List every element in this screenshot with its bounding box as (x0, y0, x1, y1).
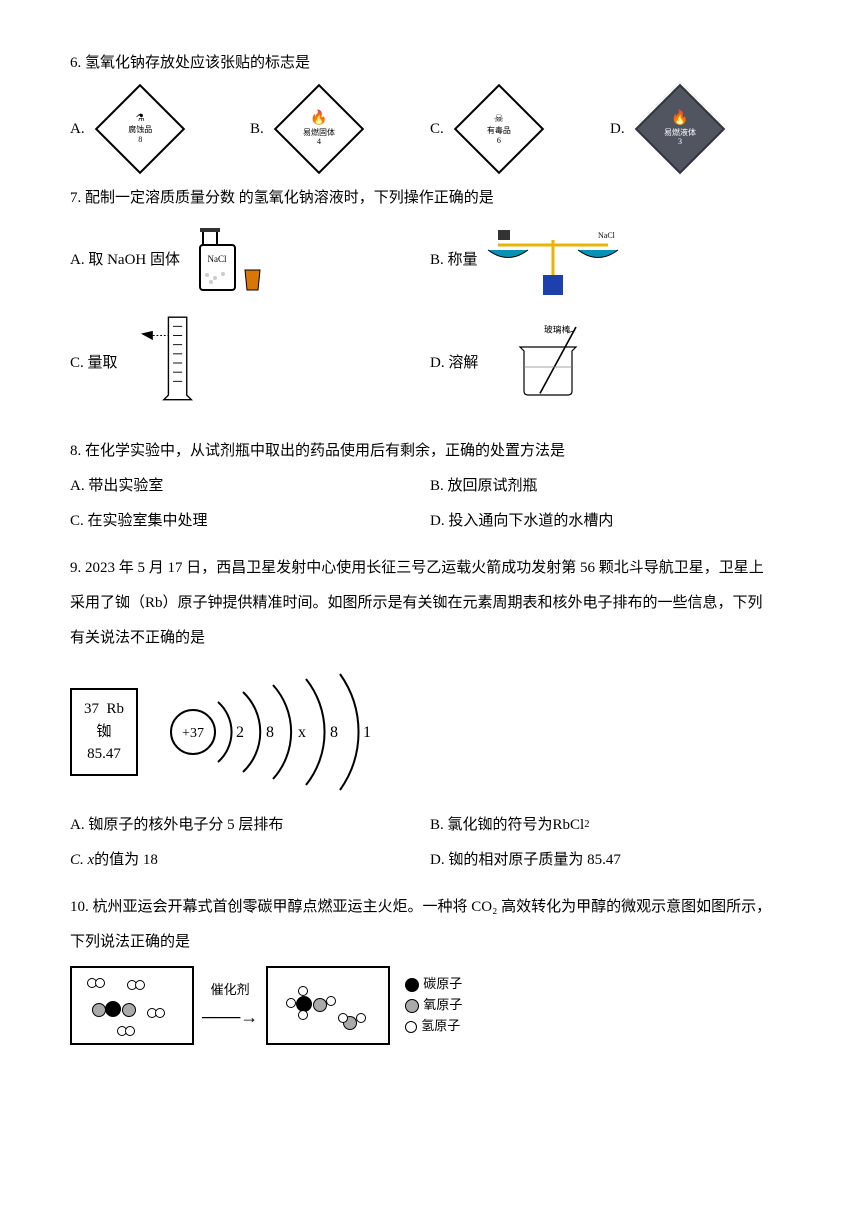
electron-shell-diagram: +37 2 8 x 8 1 (158, 667, 418, 797)
q7-a-label: A. 取 NaOH 固体 (70, 247, 180, 274)
question-10: 10. 杭州亚运会开幕式首创零碳甲醇点燃亚运主火炬。一种将 CO₂ 高效转化为甲… (70, 894, 790, 1045)
q10-reaction-diagram: 催化剂 ───→ 碳原子 氧原子 氢原子 (70, 966, 790, 1045)
products-box (266, 966, 390, 1045)
q6-opt-b: B. 🔥 易燃固体 4 (250, 85, 430, 173)
question-8: 8. 在化学实验中，从试剂瓶中取出的药品使用后有剩余，正确的处置方法是 A. 带… (70, 438, 790, 543)
q6-opt-c: C. ☠ 有毒品 6 (430, 85, 610, 173)
q8-opt-d: D. 投入通向下水道的水槽内 (430, 508, 790, 535)
svg-text:8: 8 (330, 724, 338, 741)
q7-opt-d: D. 溶解 玻璃棒 (430, 308, 790, 418)
svg-text:2: 2 (236, 724, 244, 741)
balance-scale-icon: NaCl (483, 220, 623, 300)
question-9: 9. 2023 年 5 月 17 日，西昌卫星发射中心使用长征三号乙运载火箭成功… (70, 555, 790, 882)
svg-text:1: 1 (363, 724, 371, 741)
q8-options: A. 带出实验室 B. 放回原试剂瓶 C. 在实验室集中处理 D. 投入通向下水… (70, 473, 790, 543)
q8-opt-c: C. 在实验室集中处理 (70, 508, 430, 535)
q7-opt-c: C. 量取 (70, 308, 430, 418)
q9-opt-c: C. x 的值为 18 (70, 847, 430, 874)
q6-d-label: D. (610, 116, 625, 143)
q10-text1: 10. 杭州亚运会开幕式首创零碳甲醇点燃亚运主火炬。一种将 CO₂ 高效转化为甲… (70, 894, 790, 921)
q8-opt-b: B. 放回原试剂瓶 (430, 473, 790, 500)
svg-text:NaCl: NaCl (208, 254, 227, 264)
question-7: 7. 配制一定溶质质量分数 的氢氧化钠溶液时，下列操作正确的是 A. 取 NaO… (70, 185, 790, 426)
q7-d-label: D. 溶解 (430, 350, 478, 377)
toxic-sign-icon: ☠ 有毒品 6 (454, 84, 545, 175)
q9-options: A. 铷原子的核外电子分 5 层排布 B. 氯化铷的符号为RbCl2 C. x … (70, 812, 790, 882)
reaction-arrow: 催化剂 ───→ (194, 978, 266, 1034)
q9-opt-d: D. 铷的相对原子质量为 85.47 (430, 847, 790, 874)
q9-diagram: 37 Rb 铷 85.47 +37 2 8 x 8 1 (70, 667, 790, 797)
q6-options: A. ⚗ 腐蚀品 8 B. 🔥 易燃固体 4 C. (70, 85, 790, 173)
svg-text:x: x (298, 724, 306, 741)
corrosive-sign-icon: ⚗ 腐蚀品 8 (94, 84, 185, 175)
q9-text1: 9. 2023 年 5 月 17 日，西昌卫星发射中心使用长征三号乙运载火箭成功… (70, 555, 790, 582)
q7-b-label: B. 称量 (430, 247, 478, 274)
q6-opt-d: D. 🔥 易燃液体 3 (610, 85, 790, 173)
q6-text: 6. 氢氧化钠存放处应该张贴的标志是 (70, 50, 790, 77)
naoh-bottle-icon: NaCl (185, 220, 285, 300)
q8-opt-a: A. 带出实验室 (70, 473, 430, 500)
flammable-solid-sign-icon: 🔥 易燃固体 4 (274, 84, 365, 175)
q9-text3: 有关说法不正确的是 (70, 625, 790, 652)
q7-opt-b: B. 称量 NaCl (430, 220, 790, 300)
svg-text:玻璃棒: 玻璃棒 (544, 324, 571, 335)
q7-options: A. 取 NaOH 固体 NaCl B. 称量 NaCl (70, 220, 790, 426)
q6-c-label: C. (430, 116, 444, 143)
q7-opt-a: A. 取 NaOH 固体 NaCl (70, 220, 430, 300)
beaker-stirring-icon: 玻璃棒 (483, 323, 613, 403)
q6-a-label: A. (70, 116, 85, 143)
svg-text:NaCl: NaCl (598, 231, 616, 240)
q7-c-label: C. 量取 (70, 350, 118, 377)
q9-opt-b: B. 氯化铷的符号为RbCl2 (430, 812, 790, 839)
reactants-box (70, 966, 194, 1045)
question-6: 6. 氢氧化钠存放处应该张贴的标志是 A. ⚗ 腐蚀品 8 B. 🔥 易燃固体 … (70, 50, 790, 173)
svg-text:+37: +37 (182, 726, 204, 741)
q7-text: 7. 配制一定溶质质量分数 的氢氧化钠溶液时，下列操作正确的是 (70, 185, 790, 212)
q9-text2: 采用了铷（Rb）原子钟提供精准时间。如图所示是有关铷在元素周期表和核外电子排布的… (70, 590, 790, 617)
q9-opt-a: A. 铷原子的核外电子分 5 层排布 (70, 812, 430, 839)
q6-b-label: B. (250, 116, 264, 143)
atom-legend: 碳原子 氧原子 氢原子 (405, 974, 462, 1036)
q10-text2: 下列说法正确的是 (70, 929, 790, 956)
flammable-liquid-sign-icon: 🔥 易燃液体 3 (634, 84, 725, 175)
q6-opt-a: A. ⚗ 腐蚀品 8 (70, 85, 250, 173)
graduated-cylinder-icon (123, 308, 223, 418)
svg-text:8: 8 (266, 724, 274, 741)
q8-text: 8. 在化学实验中，从试剂瓶中取出的药品使用后有剩余，正确的处置方法是 (70, 438, 790, 465)
periodic-table-cell: 37 Rb 铷 85.47 (70, 688, 138, 776)
